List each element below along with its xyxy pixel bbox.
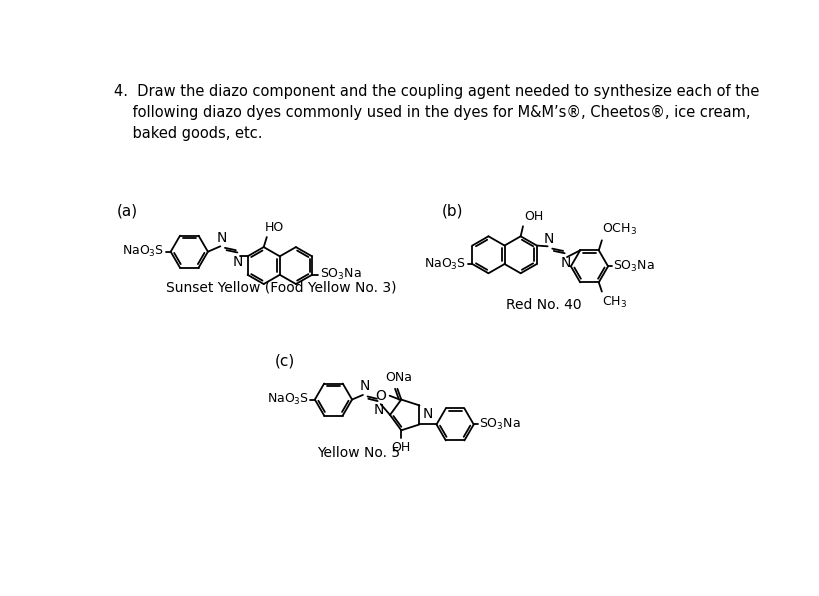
Text: NaO$_3$S: NaO$_3$S	[122, 244, 165, 259]
Text: 4.  Draw the diazo component and the coupling agent needed to synthesize each of: 4. Draw the diazo component and the coup…	[114, 84, 758, 141]
Text: N: N	[216, 231, 227, 245]
Text: N: N	[359, 380, 369, 393]
Text: ONa: ONa	[385, 371, 412, 384]
Text: SO$_3$Na: SO$_3$Na	[478, 417, 520, 432]
Text: SO$_3$Na: SO$_3$Na	[613, 259, 654, 274]
Text: (c): (c)	[274, 353, 295, 368]
Text: HO: HO	[265, 221, 284, 234]
Text: OCH$_3$: OCH$_3$	[601, 222, 636, 237]
Text: OH: OH	[524, 210, 543, 224]
Text: Sunset Yellow (Food Yellow No. 3): Sunset Yellow (Food Yellow No. 3)	[165, 281, 396, 295]
Text: N: N	[423, 406, 432, 421]
Text: OH: OH	[391, 441, 410, 454]
Text: SO$_3$Na: SO$_3$Na	[319, 267, 361, 283]
Text: Yellow No. 5: Yellow No. 5	[316, 446, 400, 461]
Text: N: N	[559, 256, 570, 269]
Text: (a): (a)	[116, 203, 138, 218]
Text: Red No. 40: Red No. 40	[506, 298, 581, 312]
Text: N: N	[373, 403, 383, 417]
Text: CH$_3$: CH$_3$	[601, 294, 627, 310]
Text: NaO$_3$S: NaO$_3$S	[266, 392, 308, 407]
Text: NaO$_3$S: NaO$_3$S	[423, 256, 465, 272]
Text: O: O	[374, 389, 385, 403]
Text: N: N	[233, 254, 243, 269]
Text: N: N	[543, 231, 554, 246]
Text: (b): (b)	[441, 203, 463, 218]
